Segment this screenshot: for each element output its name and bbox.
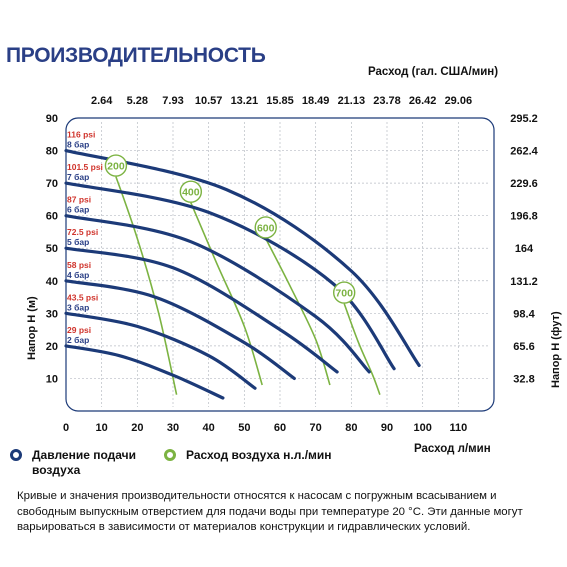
y-tick-label: 50 xyxy=(46,243,58,255)
air-label-text: 600 xyxy=(257,222,275,234)
pressure-curve xyxy=(64,181,396,371)
air-label-ring xyxy=(254,216,277,239)
x-tick-label: 50 xyxy=(238,422,250,434)
right-tick-label: 32.8 xyxy=(513,373,534,385)
air-label-ring xyxy=(333,281,356,304)
x-tick-label: 30 xyxy=(167,422,179,434)
left-axis-ticks: 10 20 30 40 50 60 70 80 90 xyxy=(46,113,58,385)
bottom-axis-ticks: 0 10 20 30 40 50 60 70 80 90 100 110 xyxy=(63,422,467,434)
air-curve-700 xyxy=(343,303,381,395)
air-ring-icon xyxy=(164,449,176,461)
y-tick-label: 60 xyxy=(46,211,58,223)
right-axis-ticks: 32.8 65.6 98.4 131.2 164 196.8 229.6 262.4 295.2 xyxy=(510,113,538,385)
x-tick-label: 110 xyxy=(449,422,467,434)
x-tick-label: 0 xyxy=(63,422,69,434)
top-tick-label: 2.64 xyxy=(91,95,113,107)
x-tick-label: 90 xyxy=(381,422,393,434)
top-tick-label: 15.85 xyxy=(266,95,294,107)
footnote: Кривые и значения производительности отн… xyxy=(17,490,523,533)
right-tick-label: 131.2 xyxy=(510,276,538,288)
legend-air: Расход воздуха н.л./мин xyxy=(164,448,332,463)
x-tick-label: 80 xyxy=(345,422,357,434)
series-psi-label: 72.5 psi xyxy=(67,227,98,237)
x-tick-label: 60 xyxy=(274,422,286,434)
series-bar-label: 2 бар xyxy=(67,335,89,345)
air-curve-400 xyxy=(190,202,263,386)
y-tick-label: 10 xyxy=(46,373,58,385)
air-curve-200 xyxy=(115,176,178,395)
pressure-curve xyxy=(64,344,225,400)
series-bar-label: 7 бар xyxy=(67,172,89,182)
y-tick-label: 90 xyxy=(46,113,58,125)
top-tick-label: 7.93 xyxy=(162,95,183,107)
air-label-text: 700 xyxy=(335,288,353,300)
series-bar-label: 3 бар xyxy=(67,302,89,312)
top-tick-label: 5.28 xyxy=(127,95,148,107)
right-tick-label: 98.4 xyxy=(513,308,535,320)
y-tick-label: 40 xyxy=(46,276,58,288)
pressure-curve xyxy=(64,214,371,374)
series-psi-label: 58 psi xyxy=(67,260,91,270)
air-flow-labels: 200 400 600 700 xyxy=(104,154,356,304)
x-tick-label: 70 xyxy=(310,422,322,434)
air-curve-600 xyxy=(264,238,331,386)
air-flow-curves xyxy=(115,176,381,395)
right-axis-title: Напор H (фут) xyxy=(550,311,562,388)
top-tick-label: 18.49 xyxy=(302,95,330,107)
series-psi-label: 29 psi xyxy=(67,325,91,335)
legend-pressure-label: Давление подачи воздуха xyxy=(32,448,136,477)
top-tick-label: 21.13 xyxy=(338,95,366,107)
x-tick-label: 40 xyxy=(203,422,215,434)
left-axis-title: Напор H (м) xyxy=(26,296,38,360)
x-tick-label: 10 xyxy=(96,422,108,434)
chart-title: ПРОИЗВОДИТЕЛЬНОСТЬ xyxy=(6,44,266,67)
top-tick-label: 10.57 xyxy=(195,95,223,107)
series-psi-label: 43.5 psi xyxy=(67,292,98,302)
top-tick-label: 23.78 xyxy=(373,95,401,107)
air-label-text: 200 xyxy=(107,161,125,173)
air-label-ring xyxy=(104,154,128,177)
legend-air-label: Расход воздуха н.л./мин xyxy=(186,448,332,462)
top-tick-label: 26.42 xyxy=(409,95,437,107)
right-tick-label: 164 xyxy=(515,243,534,255)
air-label-ring xyxy=(179,180,203,203)
top-tick-label: 29.06 xyxy=(445,95,473,107)
series-psi-label: 116 psi xyxy=(67,130,95,140)
series-bar-label: 4 бар xyxy=(67,270,89,280)
x-tick-label: 100 xyxy=(413,422,431,434)
air-label-text: 400 xyxy=(182,187,200,199)
top-axis-ticks: 2.64 5.28 7.93 10.57 13.21 15.85 18.49 21.13 23.… xyxy=(91,95,472,107)
y-tick-label: 20 xyxy=(46,341,58,353)
series-psi-label: 101.5 psi xyxy=(67,162,103,172)
top-tick-label: 13.21 xyxy=(231,95,259,107)
x-tick-label: 20 xyxy=(131,422,143,434)
right-tick-label: 295.2 xyxy=(510,113,538,125)
right-tick-label: 262.4 xyxy=(510,146,538,158)
y-tick-label: 80 xyxy=(46,146,58,158)
pressure-curves xyxy=(64,149,421,400)
right-tick-label: 65.6 xyxy=(513,341,534,353)
right-tick-label: 196.8 xyxy=(510,211,538,223)
series-psi-label: 87 psi xyxy=(67,195,91,205)
pressure-curve xyxy=(64,246,339,374)
series-bar-label: 6 бар xyxy=(67,205,89,215)
grid xyxy=(70,122,490,407)
bottom-axis-title: Расход л/мин xyxy=(414,443,491,455)
pressure-curve xyxy=(64,149,421,367)
pressure-curve xyxy=(64,311,257,390)
legend-pressure: Давление подачи воздуха xyxy=(10,448,140,478)
pressure-curve xyxy=(64,279,296,380)
y-tick-label: 30 xyxy=(46,308,58,320)
top-axis-title: Расход (гал. США/мин) xyxy=(368,66,499,78)
series-bar-label: 5 бар xyxy=(67,237,89,247)
series-bar-label: 8 бар xyxy=(67,140,89,150)
right-tick-label: 229.6 xyxy=(510,178,538,190)
y-tick-label: 70 xyxy=(46,178,58,190)
pressure-ring-icon xyxy=(10,449,22,461)
